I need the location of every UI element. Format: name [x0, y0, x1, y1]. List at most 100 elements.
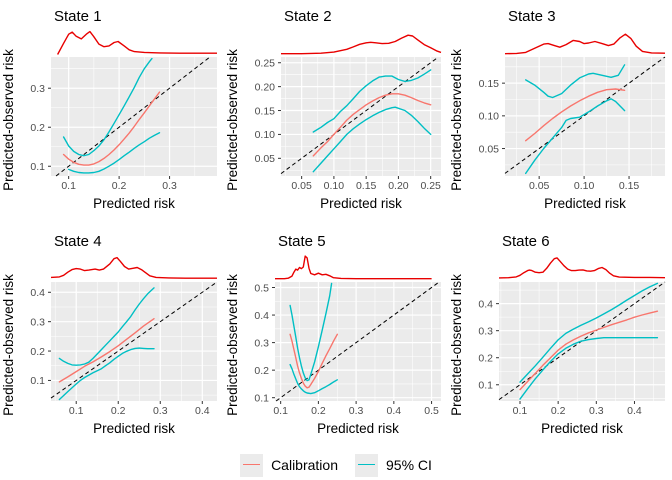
- x-tick-label: 0.3: [153, 405, 168, 417]
- panel-state-2: 0.05 0.10 0.15 0.20 0.25 0.05 0.10 0.15 0.20 0.25…: [224, 0, 448, 225]
- y-tick-label: 0.2: [254, 365, 269, 377]
- identity-line: [275, 281, 440, 402]
- x-tick-label: 0.2: [112, 180, 127, 192]
- legend: Calibration 95% CI: [0, 450, 672, 480]
- x-tick-label: 0.2: [311, 405, 326, 417]
- ci-upper-line: [289, 282, 333, 382]
- panel-title: State 1: [54, 8, 102, 25]
- ci-upper-line: [519, 282, 659, 383]
- x-axis-label: Predicted risk: [93, 196, 175, 211]
- density-curve: [56, 30, 217, 55]
- panel-state-3: 0.05 0.10 0.15 0.05 0.10 0.15 State 3 Predicted…: [448, 0, 672, 225]
- x-tick-label: 0.20: [388, 180, 409, 192]
- x-tick-label: 0.4: [627, 405, 642, 417]
- x-axis-label: Predicted risk: [93, 421, 175, 436]
- panel-title: State 6: [502, 233, 550, 250]
- panel-title: State 2: [284, 8, 332, 25]
- x-tick-label: 0.05: [291, 180, 312, 192]
- y-axis-label: Predicted-observed risk: [1, 49, 16, 191]
- ci-upper-line: [525, 64, 626, 99]
- legend-key-ci: [355, 453, 378, 477]
- ci-lower-line: [68, 132, 161, 174]
- y-tick-label: 0.4: [254, 310, 269, 322]
- legend-item-calibration: Calibration: [240, 453, 338, 477]
- x-tick-label: 0.25: [420, 180, 441, 192]
- calibration-line: [62, 91, 161, 166]
- legend-label-ci: 95% CI: [386, 457, 432, 473]
- x-tick-label: 0.15: [356, 180, 377, 192]
- x-axis-label: Predicted risk: [317, 421, 399, 436]
- x-tick-label: 0.5: [424, 405, 439, 417]
- y-tick-label: 0.15: [255, 105, 276, 117]
- x-tick-label: 0.1: [61, 180, 76, 192]
- panel-svg-state-2: 0.05 0.10 0.15 0.20 0.25 0.05 0.10 0.15 0.20 0.25…: [225, 8, 442, 211]
- y-axis-label: Predicted-observed risk: [449, 274, 464, 416]
- y-tick-label: 0.25: [255, 58, 276, 70]
- x-tick-label: 0.4: [195, 405, 210, 417]
- y-axis-label: Predicted-observed risk: [225, 274, 240, 416]
- panel-title: State 5: [278, 233, 326, 250]
- y-tick-label: 0.10: [255, 129, 276, 141]
- identity-line: [504, 56, 666, 174]
- panel-svg-state-4: 0.1 0.2 0.3 0.4 0.1 0.2 0.3 0.4 State 4 Predicted…: [1, 233, 218, 436]
- identity-line: [50, 281, 218, 399]
- panel-svg-state-3: 0.05 0.10 0.15 0.05 0.10 0.15 State 3 Predicted…: [449, 8, 666, 211]
- panel-background: [51, 57, 217, 176]
- density-curve: [504, 33, 666, 55]
- panel-state-6: 0.1 0.2 0.3 0.4 0.1 0.2 0.3 0.4 State 6 Predicted…: [448, 225, 672, 450]
- density-curve: [275, 255, 432, 280]
- panel-svg-state-6: 0.1 0.2 0.3 0.4 0.1 0.2 0.3 0.4 State 6 Predicted…: [449, 233, 666, 436]
- y-tick-label: 0.4: [478, 298, 493, 310]
- y-tick-label: 0.20: [255, 81, 276, 93]
- x-tick-label: 0.05: [529, 180, 550, 192]
- panel-svg-state-5: 0.1 0.2 0.3 0.4 0.5 0.1 0.2 0.3 0.4 0.5 State 5 Pre…: [225, 233, 441, 436]
- y-tick-label: 0.1: [478, 380, 493, 392]
- ci-swatch-line: [358, 464, 375, 465]
- y-tick-label: 0.1: [254, 392, 269, 404]
- ci-upper-line: [62, 57, 153, 157]
- y-tick-label: 0.2: [30, 346, 45, 358]
- x-tick-label: 0.1: [513, 405, 528, 417]
- x-tick-label: 0.1: [273, 405, 288, 417]
- x-tick-label: 0.3: [349, 405, 364, 417]
- calibration-line: [525, 88, 626, 142]
- y-tick-label: 0.5: [254, 282, 269, 294]
- x-tick-label: 0.1: [69, 405, 84, 417]
- legend-label-calibration: Calibration: [271, 457, 338, 473]
- x-tick-label: 0.10: [574, 180, 595, 192]
- x-tick-label: 0.2: [111, 405, 126, 417]
- ci-upper-line: [312, 69, 432, 133]
- y-tick-label: 0.4: [30, 287, 45, 299]
- calibration-line: [312, 93, 432, 157]
- panel-state-4: 0.1 0.2 0.3 0.4 0.1 0.2 0.3 0.4 State 4 Predicted…: [0, 225, 224, 450]
- ci-lower-line: [519, 337, 659, 400]
- calibration-line: [58, 318, 155, 383]
- panel-state-1: 0.1 0.2 0.3 0.1 0.2 0.3 State 1 Predicted risk P…: [0, 0, 224, 225]
- calibration-line: [519, 310, 659, 391]
- x-tick-label: 0.10: [324, 180, 345, 192]
- y-tick-label: 0.3: [478, 325, 493, 337]
- panel-grid: 0.1 0.2 0.3 0.1 0.2 0.3 State 1 Predicted risk P…: [0, 0, 672, 450]
- y-tick-label: 0.3: [30, 83, 45, 95]
- x-axis-label: Predicted risk: [544, 196, 626, 211]
- y-tick-label: 0.1: [30, 161, 45, 173]
- y-tick-label: 0.15: [479, 78, 500, 90]
- y-tick-label: 0.05: [479, 143, 500, 155]
- panel-title: State 3: [508, 8, 556, 25]
- ci-upper-line: [58, 287, 155, 366]
- y-tick-label: 0.05: [255, 153, 276, 165]
- ci-lower-line: [58, 347, 155, 401]
- panel-title: State 4: [54, 233, 102, 250]
- ci-lower-line: [289, 363, 338, 395]
- calibration-swatch-line: [243, 464, 261, 465]
- y-axis-label: Predicted-observed risk: [1, 274, 16, 416]
- x-tick-label: 0.3: [162, 180, 177, 192]
- identity-line: [280, 56, 439, 175]
- x-tick-label: 0.15: [619, 180, 640, 192]
- panel-state-5: 0.1 0.2 0.3 0.4 0.5 0.1 0.2 0.3 0.4 0.5 State 5 Pre…: [224, 225, 448, 450]
- y-tick-label: 0.1: [30, 375, 45, 387]
- y-tick-label: 0.2: [30, 122, 45, 134]
- density-curve: [498, 257, 666, 279]
- y-tick-label: 0.3: [30, 316, 45, 328]
